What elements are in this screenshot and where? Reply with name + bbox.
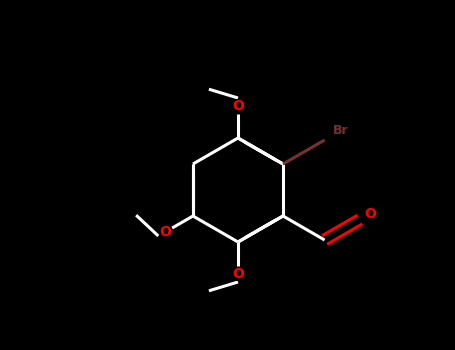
Text: O: O <box>232 267 244 281</box>
Text: O: O <box>232 99 244 113</box>
Text: Br: Br <box>333 125 348 138</box>
Text: O: O <box>364 206 376 220</box>
Text: O: O <box>159 225 171 239</box>
